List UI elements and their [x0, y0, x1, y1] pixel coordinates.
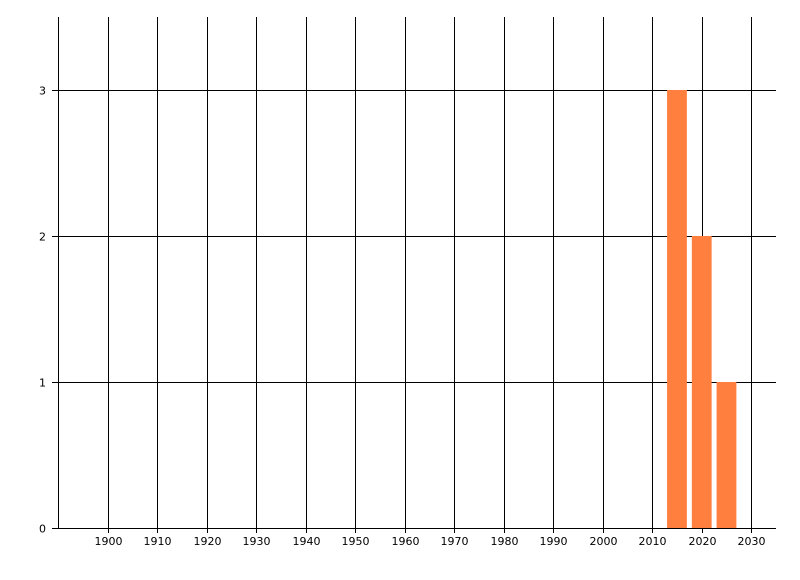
bar: [691, 236, 712, 528]
x-tick-label: 2000: [590, 535, 618, 548]
y-tick-label: 0: [39, 523, 46, 536]
bar: [667, 90, 687, 528]
x-tick-label: 1910: [144, 535, 172, 548]
x-tick-label: 1960: [392, 535, 420, 548]
y-tick-label: 3: [39, 85, 46, 98]
x-tick-label: 1990: [540, 535, 568, 548]
x-tick-label: 1980: [491, 535, 519, 548]
x-tick-label: 2030: [738, 535, 766, 548]
x-tick-label: 2020: [689, 535, 717, 548]
x-tick-label: 1970: [441, 535, 469, 548]
x-tick-label: 1930: [243, 535, 271, 548]
x-tick-label: 1900: [95, 535, 123, 548]
x-tick-label: 1940: [293, 535, 321, 548]
y-tick-label: 1: [39, 377, 46, 390]
x-tick-label: 1950: [342, 535, 370, 548]
x-tick-label: 1920: [194, 535, 222, 548]
x-tick-label: 2010: [639, 535, 667, 548]
bar: [716, 382, 737, 528]
y-tick-label: 2: [39, 231, 46, 244]
